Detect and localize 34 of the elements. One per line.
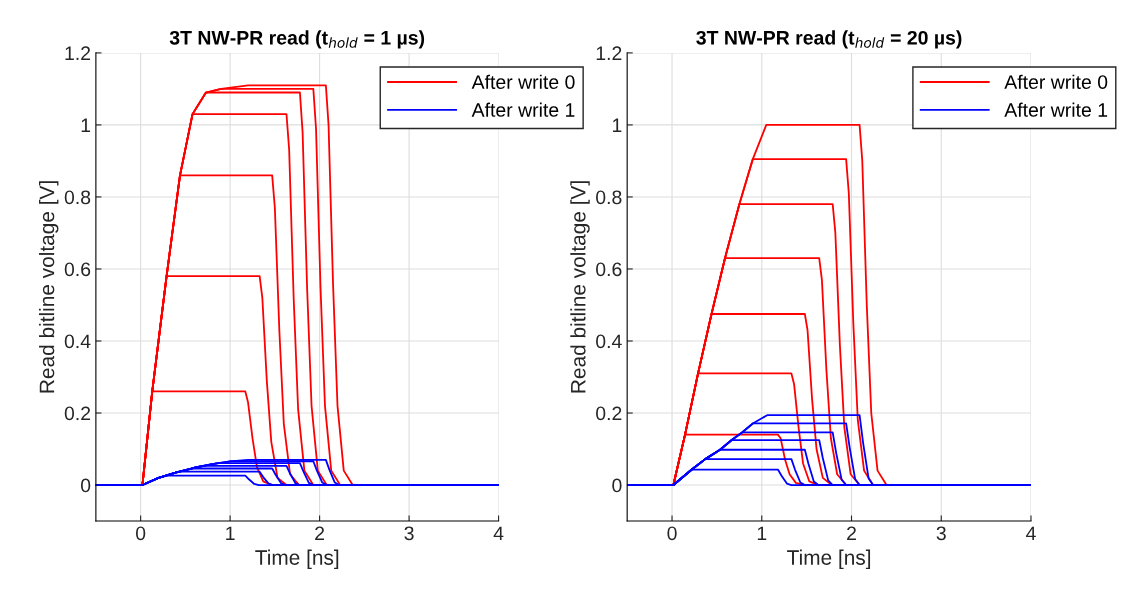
y-tick-label: 0.2 <box>64 406 91 421</box>
y-tick-label: 0.8 <box>64 190 91 205</box>
x-tick-label: 4 <box>1026 526 1036 541</box>
y-tick-label: 1 <box>612 118 622 132</box>
x-tick-label: 1 <box>757 526 767 541</box>
y-tick-label: 0 <box>612 478 622 493</box>
x-tick-label: 1 <box>226 526 235 541</box>
y-tick-label: 0.4 <box>64 334 91 349</box>
legend-label: After write 0 <box>471 74 575 89</box>
legend-label: After write 1 <box>1004 102 1108 117</box>
x-tick-label: 3 <box>404 526 414 541</box>
x-tick-label: 0 <box>667 526 677 541</box>
y-axis-title: Read bitline voltage [V] <box>570 181 590 393</box>
y-axis-title: Read bitline voltage [V] <box>39 181 59 393</box>
x-tick-label: 4 <box>493 526 504 541</box>
y-tick-label: 0.2 <box>596 406 622 421</box>
x-axis-title: Time [ns] <box>255 549 339 570</box>
legend-label: After write 1 <box>471 102 575 117</box>
y-tick-label: 0.6 <box>64 262 91 277</box>
y-tick-label: 0.6 <box>596 262 622 277</box>
y-tick-label: 1.2 <box>596 46 622 60</box>
x-tick-label: 0 <box>135 526 146 541</box>
x-tick-label: 2 <box>315 526 325 541</box>
chart-title: 3T NW-PR read (t$_{hold}$ = 1 µs) <box>169 30 425 49</box>
chart-title: 3T NW-PR read (t$_{hold}$ = 20 µs) <box>696 30 962 49</box>
y-tick-label: 1 <box>81 118 91 132</box>
x-tick-label: 2 <box>847 526 856 541</box>
y-tick-label: 0.4 <box>596 334 622 349</box>
x-axis-title: Time [ns] <box>787 549 871 570</box>
y-tick-label: 1.2 <box>65 46 91 60</box>
y-tick-label: 0 <box>80 478 91 493</box>
y-tick-label: 0.8 <box>596 190 622 205</box>
x-tick-label: 3 <box>936 526 946 541</box>
legend-label: After write 0 <box>1004 74 1108 89</box>
